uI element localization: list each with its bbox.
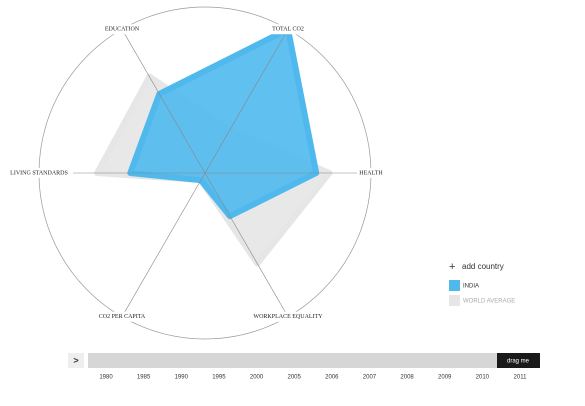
year-label: 2011 [514,375,528,381]
plot: EDUCATION TOTAL CO2 HEALTH WORKPLACE EQUALI… [5,24,385,322]
axis-label: CO2 PER CAPITA [99,314,146,320]
year-label: 2009 [438,375,452,381]
slider: > drag me [68,353,540,368]
axis-label-bg [268,24,308,35]
axis-line [204,172,289,317]
slider-track[interactable] [88,353,540,368]
year-label: 1980 [99,375,113,381]
legend-swatch [449,280,460,291]
legend-label: INDIA [463,284,479,290]
legend-label: WORLD AVERAGE [463,299,515,305]
year-label: 2008 [400,375,414,381]
add-country[interactable]: add country [462,262,504,271]
axis-label-bg [357,168,385,178]
year-label: 2010 [476,375,490,381]
axis-label: TOTAL CO2 [272,27,304,33]
axis-label-bg [250,311,326,322]
axis-label-bg [5,168,73,178]
year-label: 1985 [137,375,151,381]
axis-label: LIVING STANDARDS [10,170,68,176]
add-icon[interactable]: + [449,261,455,273]
series-area [127,26,320,220]
axis-line [121,172,206,317]
legend: + add country INDIA WORLD AVERAGE [449,261,515,306]
year-label: 2005 [288,375,302,381]
year-label: 2000 [250,375,264,381]
axis-label: HEALTH [359,170,383,176]
axis-label-bg [102,24,142,35]
legend-swatch [449,295,460,306]
axis-line [121,29,206,174]
handle-label[interactable]: drag me [507,359,530,365]
axis-line [204,29,289,174]
play-label[interactable]: > [73,355,78,365]
slider-handle[interactable] [497,353,540,368]
axis-label: WORKPLACE EQUALITY [253,314,323,320]
axis-label: EDUCATION [105,27,140,33]
play-button[interactable] [68,353,84,368]
year-label: 2007 [363,375,377,381]
axis-label-bg [92,311,152,322]
year-label: 1995 [212,375,226,381]
year-label: 2006 [325,375,339,381]
year-label: 1990 [175,375,189,381]
